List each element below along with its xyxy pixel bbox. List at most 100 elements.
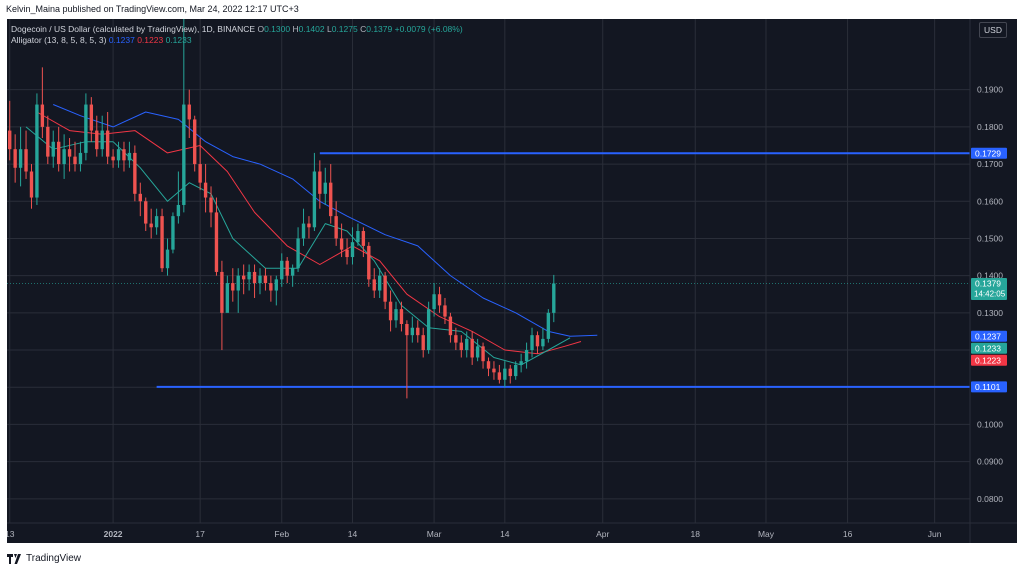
x-tick-label: Feb	[274, 529, 289, 539]
open-label: O	[257, 24, 265, 34]
candle-body	[122, 149, 126, 161]
last-price-label: 0.1379	[975, 278, 1001, 288]
candle	[220, 260, 224, 351]
candle-body	[318, 171, 322, 194]
alligator-layer	[25, 104, 598, 366]
candle	[552, 274, 556, 323]
x-tick-label: May	[758, 529, 775, 539]
candle-body	[89, 104, 94, 131]
chart-panel[interactable]: 0.1900 0.1800 0.1700 0.1600 0.1500 0.1400 0.13…	[7, 19, 1017, 543]
candle-body	[198, 164, 202, 183]
candle-body	[111, 156, 115, 161]
tradingview-logo-icon	[7, 553, 21, 564]
jaw-value: 0.1237	[108, 35, 135, 45]
candle	[89, 97, 94, 142]
low-label: L	[326, 24, 332, 34]
candle-body	[209, 197, 213, 213]
candle-body	[56, 141, 61, 165]
candle-body	[416, 327, 420, 336]
candle	[448, 312, 453, 343]
candle-body	[193, 119, 197, 165]
y-tick-label: 0.1400	[977, 271, 1003, 281]
candle-body	[367, 245, 371, 280]
candle-body	[388, 301, 393, 321]
candle	[426, 301, 431, 354]
candle	[437, 286, 442, 313]
candle	[56, 126, 61, 172]
candle-body	[410, 327, 415, 336]
candle-body	[182, 104, 186, 205]
candle-body	[231, 283, 235, 291]
candle	[8, 100, 12, 161]
candle-body	[133, 152, 137, 194]
candle	[111, 149, 115, 168]
candle-body	[144, 201, 148, 224]
tradingview-logo[interactable]: TradingView	[7, 553, 81, 564]
candle-body	[241, 275, 246, 280]
candle-body	[176, 204, 181, 217]
teeth-value: 0.1223	[137, 35, 164, 45]
candle	[241, 264, 246, 295]
candle	[383, 271, 387, 310]
alligator-teeth-line	[36, 111, 582, 355]
candle	[252, 264, 257, 298]
candle	[290, 264, 295, 287]
candle-body	[334, 216, 338, 239]
published-by-text: Kelvin_Maina published on TradingView.co…	[6, 4, 299, 14]
candle-body	[274, 279, 279, 291]
candle-body	[35, 104, 39, 198]
candle	[78, 141, 83, 172]
candle	[149, 208, 153, 239]
candle-body	[165, 249, 170, 269]
candle	[377, 268, 382, 298]
candle	[209, 186, 213, 228]
candle-body	[508, 368, 512, 377]
open-value: 0.1300	[264, 24, 291, 34]
candle	[475, 338, 480, 362]
candle-body	[51, 141, 55, 157]
candle	[18, 126, 23, 187]
candle	[470, 331, 474, 365]
candle	[62, 134, 66, 179]
candle-body	[426, 309, 431, 351]
candle	[443, 297, 447, 325]
candle-body	[78, 152, 83, 165]
candle	[46, 115, 50, 165]
top-bar: Kelvin_Maina published on TradingView.co…	[0, 0, 1024, 19]
candle-body	[443, 305, 447, 317]
candle-body	[171, 216, 175, 250]
candle	[247, 264, 251, 291]
candle-body	[280, 260, 284, 280]
candle-body	[454, 335, 458, 343]
candle-body	[214, 212, 219, 272]
candle	[454, 327, 458, 351]
y-tick-label: 0.0800	[977, 494, 1003, 504]
candle	[29, 164, 34, 209]
candles-layer	[8, 19, 556, 399]
y-tick-label: 0.0900	[977, 457, 1003, 467]
price-chart[interactable]: 0.19000.18000.17000.16000.15000.14000.13…	[7, 19, 1017, 543]
candle-body	[399, 309, 404, 325]
candle	[329, 164, 333, 224]
candle	[546, 309, 551, 343]
high-value: 0.1402	[298, 24, 325, 34]
candle	[497, 364, 502, 384]
candle-body	[448, 316, 453, 336]
candle	[388, 290, 393, 332]
candle	[519, 353, 523, 373]
candle	[138, 182, 142, 217]
candle	[24, 130, 28, 179]
candle	[258, 268, 262, 295]
alligator-jaw-line	[53, 104, 598, 337]
indicator-title[interactable]: Alligator (13, 8, 5, 8, 5, 3)	[11, 35, 107, 45]
candle-body	[285, 260, 289, 276]
tradingview-brand-text: TradingView	[26, 553, 82, 564]
candle	[503, 361, 507, 388]
candle	[133, 145, 137, 202]
candle	[318, 160, 322, 209]
candle-body	[552, 283, 556, 313]
currency-button[interactable]: USD	[979, 22, 1007, 38]
symbol-title[interactable]: Dogecoin / US Dollar (calculated by Trad…	[11, 24, 256, 34]
candle-body	[524, 350, 529, 362]
high-label: H	[292, 24, 299, 34]
